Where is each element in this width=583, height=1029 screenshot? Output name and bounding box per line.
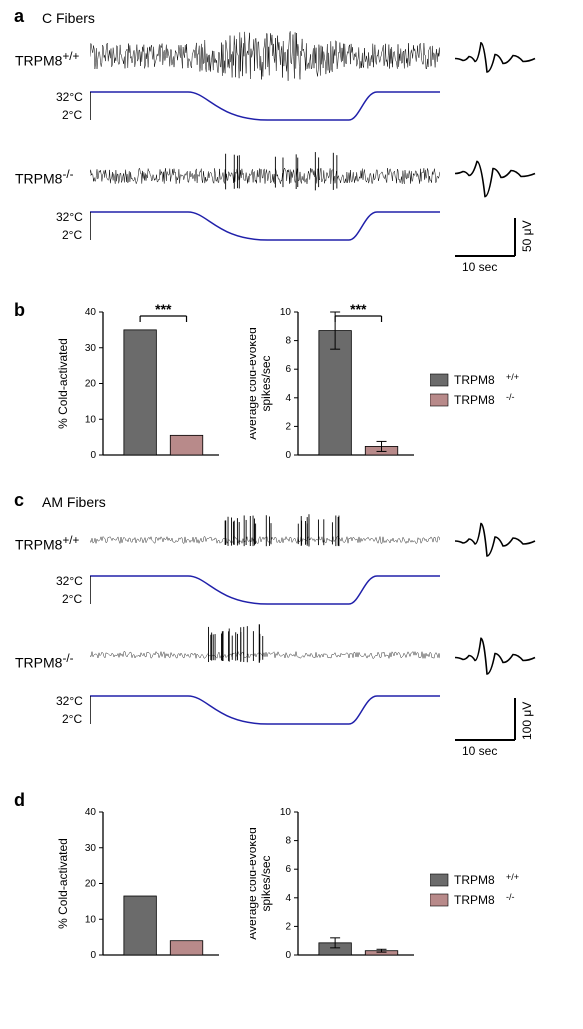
ko-temp-curve-c — [90, 692, 440, 728]
scale-time-a: 10 sec — [462, 260, 497, 274]
ko-label-c: TRPM8-/- — [15, 652, 73, 671]
svg-text:0: 0 — [90, 950, 96, 961]
panel-d-label: d — [14, 790, 25, 811]
temp-low-a1: 2°C — [62, 108, 82, 122]
svg-text:0: 0 — [285, 950, 291, 961]
ko-trace-a — [90, 148, 440, 204]
svg-text:spikes/sec: spikes/sec — [259, 355, 273, 411]
svg-text:TRPM8: TRPM8 — [454, 893, 495, 907]
svg-text:-/-: -/- — [506, 392, 515, 402]
panel-b: 0 10 20 30 40 % Cold-activated *** 0 2 4 6 8 10 Aver… — [55, 300, 575, 475]
wt-waveform-a — [455, 36, 540, 81]
svg-text:4: 4 — [285, 893, 291, 904]
legend-b: TRPM8 +/+ TRPM8 -/- — [430, 372, 570, 416]
svg-text:20: 20 — [85, 379, 97, 390]
svg-text:30: 30 — [85, 843, 97, 854]
wt-label-a: TRPM8+/+ — [15, 50, 79, 69]
svg-text:10: 10 — [85, 414, 97, 425]
c-fibers-title: C Fibers — [42, 10, 95, 26]
svg-text:+/+: +/+ — [506, 872, 519, 882]
temp-high-a2: 32°C — [56, 210, 83, 224]
svg-text:TRPM8: TRPM8 — [454, 373, 495, 387]
svg-text:8: 8 — [285, 836, 291, 847]
panel-c-label: c — [14, 490, 24, 511]
chart-b-left: 0 10 20 30 40 % Cold-activated *** — [55, 300, 225, 475]
ko-temp-curve-a — [90, 208, 440, 244]
ko-waveform-a — [455, 146, 540, 201]
svg-text:% Cold-activated: % Cold-activated — [56, 338, 70, 429]
svg-text:spikes/sec: spikes/sec — [259, 855, 273, 911]
svg-text:-/-: -/- — [506, 892, 515, 902]
svg-text:6: 6 — [285, 864, 291, 875]
svg-text:6: 6 — [285, 364, 291, 375]
svg-text:0: 0 — [285, 450, 291, 461]
wt-trace-a — [90, 28, 440, 84]
svg-text:TRPM8: TRPM8 — [454, 393, 495, 407]
ko-waveform-c — [455, 630, 540, 685]
am-fibers-title: AM Fibers — [42, 494, 106, 510]
svg-text:4: 4 — [285, 393, 291, 404]
panel-b-label: b — [14, 300, 25, 321]
svg-text:Average cold-evoked: Average cold-evoked — [250, 327, 259, 440]
temp-high-c1: 32°C — [56, 574, 83, 588]
wt-temp-curve-c — [90, 572, 440, 608]
legend-d: TRPM8 +/+ TRPM8 -/- — [430, 872, 570, 916]
ko-trace-c — [90, 622, 440, 688]
svg-text:8: 8 — [285, 336, 291, 347]
panel-a-label: a — [14, 6, 24, 27]
temp-low-c1: 2°C — [62, 592, 82, 606]
temp-low-a2: 2°C — [62, 228, 82, 242]
svg-text:+/+: +/+ — [506, 372, 519, 382]
svg-text:20: 20 — [85, 879, 97, 890]
svg-text:TRPM8: TRPM8 — [454, 873, 495, 887]
wt-trace-c — [90, 512, 440, 568]
temp-high-a1: 32°C — [56, 90, 83, 104]
chart-d-right: 0 2 4 6 8 10 Average cold-evokedspikes/sec — [250, 800, 420, 975]
wt-label-c: TRPM8+/+ — [15, 534, 79, 553]
svg-text:% Cold-activated: % Cold-activated — [56, 838, 70, 929]
svg-text:10: 10 — [85, 914, 97, 925]
panel-d: 0 10 20 30 40 % Cold-activated 0 2 4 6 8 10 Average… — [55, 800, 575, 975]
svg-text:10: 10 — [280, 807, 292, 818]
scale-volt-a: 50 μV — [520, 220, 534, 252]
ko-label-a: TRPM8-/- — [15, 168, 73, 187]
scale-time-c: 10 sec — [462, 744, 497, 758]
panel-c: TRPM8+/+ 32°C 2°C TRPM8-/- 32°C 2°C 10 s… — [0, 512, 583, 774]
svg-text:2: 2 — [285, 921, 291, 932]
svg-text:40: 40 — [85, 807, 97, 818]
wt-temp-curve-a — [90, 88, 440, 124]
wt-waveform-c — [455, 516, 540, 566]
svg-text:***: *** — [350, 301, 367, 317]
svg-text:Average cold-evoked: Average cold-evoked — [250, 827, 259, 940]
svg-text:10: 10 — [280, 307, 292, 318]
temp-high-c2: 32°C — [56, 694, 83, 708]
svg-text:2: 2 — [285, 421, 291, 432]
svg-text:***: *** — [155, 301, 172, 317]
svg-text:30: 30 — [85, 343, 97, 354]
svg-text:40: 40 — [85, 307, 97, 318]
scale-volt-c: 100 μV — [520, 702, 534, 740]
svg-text:0: 0 — [90, 450, 96, 461]
panel-a: TRPM8+/+ 32°C 2°C TRPM8-/- 32°C 2°C 10 s… — [0, 28, 583, 290]
chart-b-right: 0 2 4 6 8 10 Average cold-evokedspikes/sec *** — [250, 300, 420, 475]
chart-d-left: 0 10 20 30 40 % Cold-activated — [55, 800, 225, 975]
temp-low-c2: 2°C — [62, 712, 82, 726]
